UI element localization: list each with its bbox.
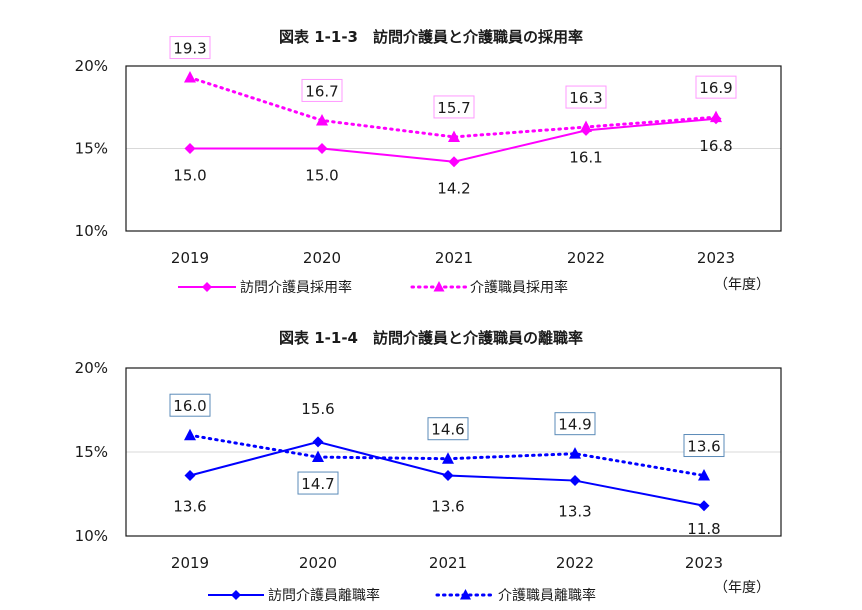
y-tick-label: 15% <box>75 443 108 461</box>
data-label-box <box>169 36 211 60</box>
x-tick-label: 2022 <box>567 249 605 267</box>
triangle-marker <box>316 113 328 126</box>
legend-diamond-marker <box>231 590 241 600</box>
triangle-marker <box>184 428 196 441</box>
triangle-marker <box>569 447 581 459</box>
data-label: 16.7 <box>305 82 338 100</box>
data-label: 13.6 <box>431 498 464 516</box>
x-tick-label: 2020 <box>299 554 337 572</box>
unit-label: （年度） <box>714 580 770 596</box>
x-tick-label: 2022 <box>556 554 594 572</box>
x-tick-label: 2023 <box>685 554 723 572</box>
legend-label: 介護職員離職率 <box>498 587 596 604</box>
diamond-marker <box>442 470 454 482</box>
data-label-box <box>297 471 339 495</box>
data-label-box <box>683 434 725 458</box>
data-label-box <box>169 393 211 417</box>
data-label: 13.3 <box>558 503 591 521</box>
triangle-marker <box>448 130 460 142</box>
y-tick-label: 15% <box>75 140 108 158</box>
chart-title: 図表 1-1-3 訪問介護員と介護職員の採用率 <box>279 28 583 46</box>
data-label: 19.3 <box>173 40 206 58</box>
data-label: 14.2 <box>437 180 470 198</box>
data-label: 15.6 <box>301 400 334 418</box>
data-label: 14.7 <box>301 475 334 493</box>
x-tick-label: 2021 <box>429 554 467 572</box>
plot-frame <box>125 367 782 537</box>
x-tick-label: 2023 <box>697 249 735 267</box>
x-tick-label: 2020 <box>303 249 341 267</box>
series-dotted: 19.3 16.7 15.7 16.3 16.9 <box>169 36 737 142</box>
x-tick-label: 2019 <box>171 554 209 572</box>
series-dotted: 16.0 14.7 14.6 14.9 13.6 <box>169 393 725 495</box>
triangle-marker <box>312 450 324 463</box>
data-label: 14.9 <box>558 416 591 434</box>
data-label: 14.6 <box>431 421 464 439</box>
x-tick-label: 2021 <box>435 249 473 267</box>
diamond-marker <box>569 475 581 487</box>
data-label-box <box>565 85 607 109</box>
y-tick-label: 20% <box>75 57 108 75</box>
triangle-marker <box>184 71 196 83</box>
x-tick-label: 2019 <box>171 249 209 267</box>
data-label-box <box>433 95 475 119</box>
legend-triangle-marker <box>433 281 445 292</box>
diamond-marker <box>184 143 196 154</box>
triangle-marker <box>710 110 722 123</box>
y-tick-label: 10% <box>75 527 108 545</box>
triangle-marker <box>580 120 592 133</box>
data-label: 13.6 <box>173 498 206 516</box>
data-label: 16.0 <box>173 397 206 415</box>
chart-1: 図表 1-1-3 訪問介護員と介護職員の採用率 10% 15% 20% 2019 2020… <box>75 28 782 296</box>
data-label: 16.9 <box>699 79 732 97</box>
data-label: 16.3 <box>569 89 602 107</box>
diamond-marker <box>312 436 324 448</box>
legend-label: 介護職員採用率 <box>470 279 568 296</box>
legend-label: 訪問介護員離職率 <box>268 587 380 604</box>
data-label: 15.0 <box>305 167 338 185</box>
legend-label: 訪問介護員採用率 <box>240 279 352 296</box>
y-tick-label: 10% <box>75 222 108 240</box>
plot-frame <box>125 65 782 232</box>
data-label-box <box>427 417 469 441</box>
triangle-marker <box>442 452 454 464</box>
data-label: 16.1 <box>569 148 602 166</box>
chart-title: 図表 1-1-4 訪問介護員と介護職員の離職率 <box>279 329 583 347</box>
data-label: 11.8 <box>687 520 720 538</box>
diamond-marker <box>316 143 328 154</box>
triangle-marker <box>698 469 710 481</box>
y-tick-label: 20% <box>75 359 108 377</box>
diamond-marker <box>448 156 460 168</box>
legend-diamond-marker <box>202 282 212 292</box>
legend-triangle-marker <box>460 589 471 600</box>
unit-label: （年度） <box>714 277 770 293</box>
data-label-box <box>554 412 596 436</box>
series-solid: 15.0 15.0 14.2 16.1 16.8 <box>173 113 733 198</box>
diamond-marker <box>184 470 196 482</box>
data-label-box <box>695 75 737 99</box>
data-label: 15.0 <box>173 167 206 185</box>
data-label: 16.8 <box>699 137 732 155</box>
chart-2: 図表 1-1-4 訪問介護員と介護職員の離職率 10% 15% 20% 2019 2020… <box>75 329 782 604</box>
diamond-marker <box>698 500 710 512</box>
series-solid: 13.6 15.6 13.6 13.3 11.8 <box>173 400 720 538</box>
data-label-box <box>301 78 343 102</box>
data-label: 13.6 <box>687 438 720 456</box>
data-label: 15.7 <box>437 99 470 117</box>
